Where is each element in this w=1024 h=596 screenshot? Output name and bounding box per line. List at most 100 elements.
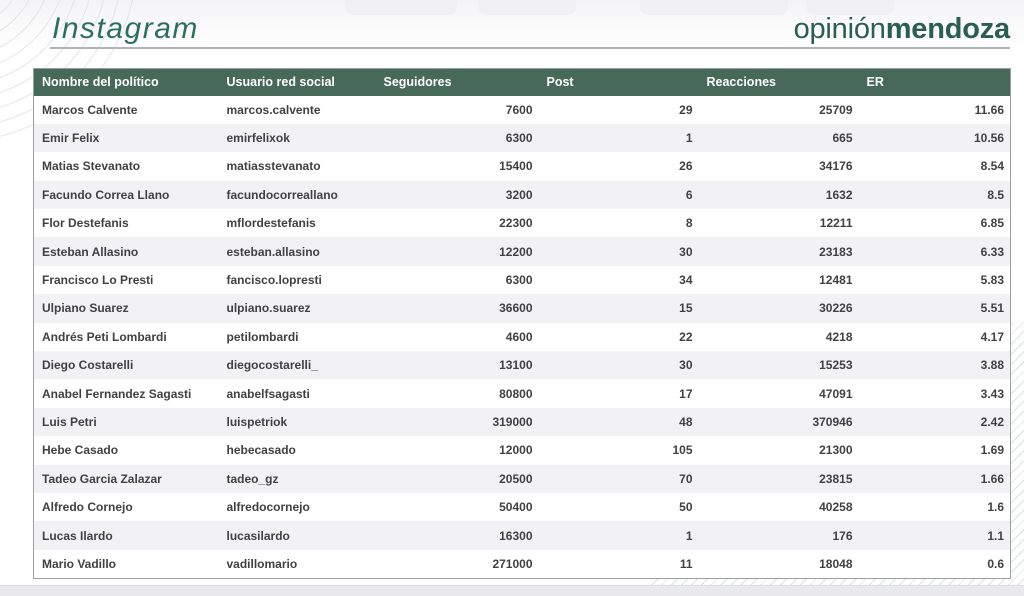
cell-usuario: vadillomario (226, 556, 298, 571)
cell-er: 11.66 (974, 102, 1004, 117)
cell-seguidores: 319000 (492, 414, 533, 429)
cell-post: 30 (679, 358, 693, 373)
cell-er: 3.43 (980, 386, 1004, 401)
cell-nombre: Ulpiano Suarez (42, 301, 129, 316)
cell-er: 1.1 (987, 528, 1004, 543)
cell-nombre: Hebe Casado (42, 443, 119, 458)
column-header-er: ER (858, 68, 1011, 96)
cell-seguidores: 6300 (505, 131, 533, 146)
cell-post: 15 (679, 301, 693, 316)
cell-seguidores: 3200 (505, 187, 533, 202)
cell-reacciones: 34176 (819, 159, 853, 174)
cell-post: 11 (679, 556, 693, 571)
brand-logo-bold: mendoza (885, 13, 1010, 45)
cell-seguidores: 16300 (499, 528, 533, 543)
cell-reacciones: 665 (832, 131, 853, 146)
cell-seguidores: 271000 (492, 556, 533, 571)
table-row: Facundo Correa Llano facundocorreallano 32… (33, 180, 1011, 210)
cell-reacciones: 370946 (812, 414, 853, 429)
brand-logo-regular: opinión (793, 13, 886, 45)
cell-reacciones: 47091 (819, 386, 853, 401)
cell-er: 6.85 (980, 216, 1004, 231)
cell-post: 29 (679, 102, 693, 117)
cell-nombre: Anabel Fernandez Sagasti (42, 386, 192, 401)
cell-reacciones: 4218 (825, 329, 853, 344)
brand-logo: opiniónmendoza (793, 13, 1011, 46)
cell-nombre: Mario Vadillo (42, 556, 117, 571)
cell-seguidores: 80800 (499, 386, 533, 401)
cell-seguidores: 50400 (499, 500, 533, 515)
cell-reacciones: 25709 (819, 102, 853, 117)
cell-er: 1.69 (980, 443, 1004, 458)
cell-usuario: alfredocornejo (226, 500, 310, 515)
cell-er: 2.42 (980, 414, 1004, 429)
cell-nombre: Lucas Ilardo (42, 528, 113, 543)
cell-er: 8.5 (987, 187, 1004, 202)
title-underline (50, 47, 1010, 49)
cell-usuario: emirfelixok (226, 131, 290, 146)
cell-reacciones: 15253 (819, 358, 853, 373)
table-row: Anabel Fernandez Sagasti anabelfsagasti 80… (33, 379, 1011, 408)
table-wrap: Nombre del político Usuario red social Seg… (33, 68, 1011, 579)
cell-post: 30 (679, 244, 693, 259)
table-row: Lucas Ilardo lucasilardo 16300 1 176 1.1 (33, 521, 1011, 550)
table-row: Andrés Peti Lombardi petilombardi 4600 22 42… (33, 322, 1011, 352)
cell-nombre: Diego Costarelli (42, 358, 134, 373)
table-row: Ulpiano Suarez ulpiano.suarez 36600 15 30226… (33, 294, 1011, 323)
column-header-reacciones: Reacciones (698, 68, 859, 96)
cell-usuario: ulpiano.suarez (226, 301, 311, 316)
table-row: Luis Petri luispetriok 319000 48 370946 2.42 (33, 407, 1011, 437)
page-header: Instagram opiniónmendoza (0, 0, 1024, 46)
cell-usuario: diegocostarelli_ (226, 358, 318, 373)
cell-post: 1 (685, 528, 693, 543)
cell-nombre: Facundo Correa Llano (42, 187, 170, 202)
table-row: Marcos Calvente marcos.calvente 7600 29 2570… (33, 95, 1011, 124)
cell-er: 1.66 (980, 471, 1004, 486)
cell-nombre: Esteban Allasino (42, 244, 139, 259)
table-row: Diego Costarelli diegocostarelli_ 13100 30 1… (33, 351, 1011, 380)
cell-post: 70 (679, 471, 693, 486)
cell-er: 8.54 (980, 159, 1004, 174)
cell-post: 34 (679, 273, 693, 288)
cell-usuario: facundocorreallano (226, 187, 338, 202)
table-row: Flor Destefanis mflordestefanis 22300 8 1221… (33, 209, 1011, 238)
cell-er: 5.51 (980, 301, 1004, 316)
cell-seguidores: 20500 (499, 471, 533, 486)
cell-seguidores: 7600 (505, 102, 533, 117)
cell-seguidores: 12000 (499, 443, 533, 458)
cell-post: 17 (679, 386, 693, 401)
page-title: Instagram (52, 12, 199, 45)
cell-nombre: Francisco Lo Presti (42, 273, 154, 288)
table-row: Mario Vadillo vadillomario 271000 11 18048 0.… (33, 549, 1011, 579)
column-header-nombre: Nombre del político (33, 68, 219, 96)
cell-reacciones: 23815 (819, 471, 853, 486)
cell-post: 105 (672, 443, 693, 458)
cell-reacciones: 18048 (819, 556, 853, 571)
cell-er: 0.6 (987, 556, 1004, 571)
cell-reacciones: 30226 (819, 301, 853, 316)
cell-seguidores: 13100 (499, 358, 533, 373)
column-header-usuario: Usuario red social (218, 68, 369, 96)
table-row: Matias Stevanato matiasstevanato 15400 26 34… (33, 152, 1011, 181)
cell-post: 26 (679, 159, 693, 174)
cell-seguidores: 15400 (499, 159, 533, 174)
cell-seguidores: 36600 (499, 301, 533, 316)
cell-er: 6.33 (980, 244, 1004, 259)
cell-usuario: esteban.allasino (226, 244, 320, 259)
cell-nombre: Luis Petri (42, 414, 97, 429)
cell-reacciones: 12481 (819, 273, 853, 288)
cell-post: 1 (685, 131, 693, 146)
cell-reacciones: 12211 (819, 216, 853, 231)
cell-usuario: mflordestefanis (226, 216, 316, 231)
cell-usuario: lucasilardo (226, 528, 290, 543)
cell-post: 8 (685, 216, 693, 231)
bottom-bar (0, 585, 1024, 596)
cell-nombre: Tadeo Garcia Zalazar (42, 471, 162, 486)
cell-nombre: Andrés Peti Lombardi (42, 329, 167, 344)
table-header-row: Nombre del político Usuario red social Seg… (33, 68, 1011, 96)
cell-seguidores: 12200 (499, 244, 533, 259)
table-row: Esteban Allasino esteban.allasino 12200 30 2… (33, 237, 1011, 266)
table-row: Francisco Lo Presti fancisco.lopresti 6300… (33, 265, 1011, 295)
cell-nombre: Emir Felix (42, 131, 100, 146)
table-row: Tadeo Garcia Zalazar tadeo_gz 20500 70 23815… (33, 464, 1011, 493)
